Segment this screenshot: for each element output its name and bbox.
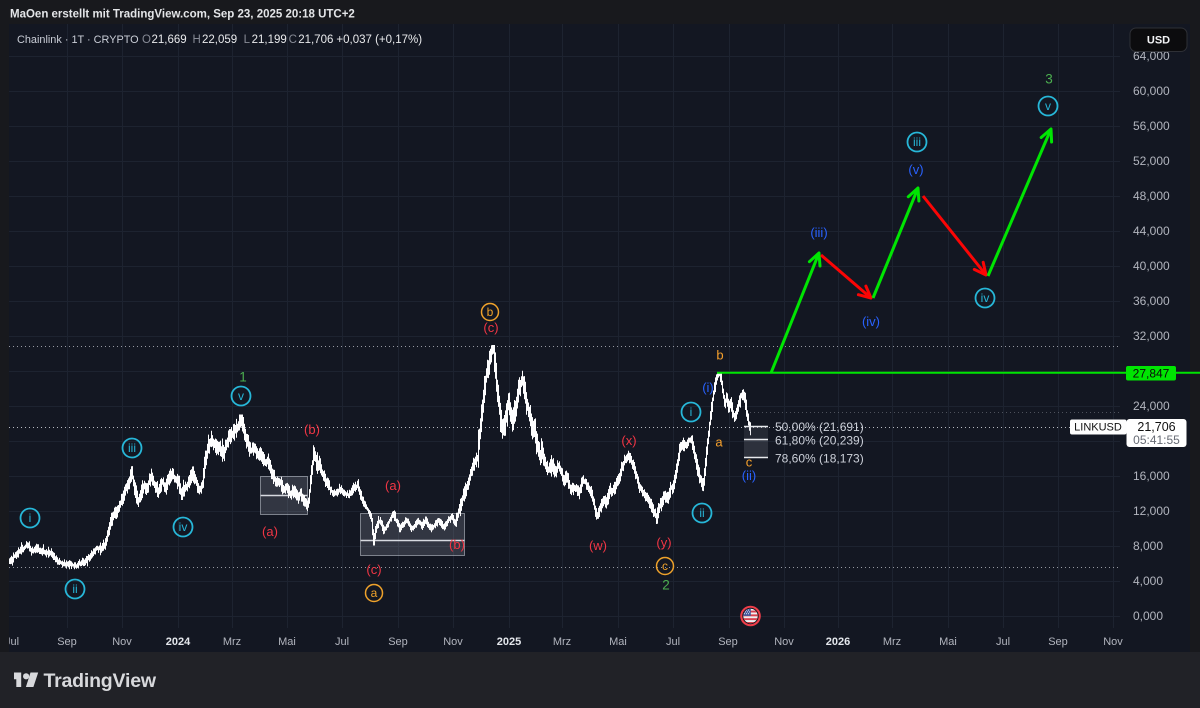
svg-text:56,000: 56,000	[1133, 119, 1170, 133]
svg-text:ii: ii	[72, 582, 77, 596]
svg-text:16,000: 16,000	[1133, 469, 1170, 483]
svg-text:(c): (c)	[366, 562, 381, 577]
svg-text:Nov: Nov	[1103, 636, 1123, 648]
svg-text:Mrz: Mrz	[223, 636, 241, 648]
svg-text:40,000: 40,000	[1133, 259, 1170, 273]
svg-text:78,60% (18,173): 78,60% (18,173)	[775, 452, 864, 466]
svg-text:ii: ii	[699, 506, 704, 520]
svg-text:2025: 2025	[497, 636, 521, 648]
svg-text:48,000: 48,000	[1133, 189, 1170, 203]
svg-text:(i): (i)	[702, 380, 714, 395]
svg-text:C: C	[289, 34, 297, 46]
svg-text:Mai: Mai	[609, 636, 627, 648]
svg-text:(y): (y)	[656, 535, 671, 550]
svg-text:8,000: 8,000	[1133, 539, 1163, 553]
svg-text:2: 2	[662, 578, 670, 593]
svg-text:27,847: 27,847	[1133, 367, 1170, 381]
svg-text:24,000: 24,000	[1133, 399, 1170, 413]
svg-text:(a): (a)	[385, 478, 401, 493]
svg-text:Sep: Sep	[1048, 636, 1068, 648]
svg-text:52,000: 52,000	[1133, 154, 1170, 168]
svg-text:2026: 2026	[826, 636, 850, 648]
svg-text:L: L	[244, 34, 251, 46]
svg-text:i: i	[29, 511, 32, 525]
svg-text:O: O	[142, 34, 151, 46]
svg-text:3: 3	[1045, 72, 1053, 87]
svg-text:0,000: 0,000	[1133, 609, 1163, 623]
svg-text:USD: USD	[1147, 35, 1170, 47]
svg-text:(iv): (iv)	[862, 314, 880, 329]
svg-text:50,00% (21,691): 50,00% (21,691)	[775, 420, 864, 434]
svg-text:a: a	[371, 586, 378, 600]
svg-text:iii: iii	[913, 135, 921, 149]
svg-text:21,669: 21,669	[152, 34, 187, 46]
svg-text:Jul: Jul	[5, 636, 19, 648]
svg-text:Sep: Sep	[718, 636, 738, 648]
svg-text:(c): (c)	[483, 320, 498, 335]
svg-text:iv: iv	[179, 520, 188, 534]
svg-text:60,000: 60,000	[1133, 84, 1170, 98]
svg-text:Mai: Mai	[939, 636, 957, 648]
svg-text:v: v	[1045, 99, 1051, 113]
svg-text:Nov: Nov	[443, 636, 463, 648]
svg-text:a: a	[715, 435, 723, 450]
svg-text:LINKUSD: LINKUSD	[1074, 422, 1122, 434]
svg-text:iv: iv	[981, 291, 990, 305]
svg-text:+0,037 (+0,17%): +0,037 (+0,17%)	[336, 34, 422, 46]
svg-text:b: b	[716, 348, 723, 363]
svg-text:Jul: Jul	[335, 636, 349, 648]
svg-text:32,000: 32,000	[1133, 329, 1170, 343]
svg-text:v: v	[238, 389, 244, 403]
svg-text:21,199: 21,199	[252, 34, 287, 46]
svg-text:Nov: Nov	[112, 636, 132, 648]
svg-text:Sep: Sep	[57, 636, 77, 648]
svg-text:iii: iii	[128, 441, 136, 455]
svg-text:1: 1	[239, 370, 247, 385]
svg-text:b: b	[487, 305, 494, 319]
svg-text:12,000: 12,000	[1133, 504, 1170, 518]
svg-text:(w): (w)	[589, 538, 607, 553]
svg-text:c: c	[662, 559, 668, 573]
svg-text:61,80% (20,239): 61,80% (20,239)	[775, 434, 864, 448]
svg-text:(a): (a)	[262, 524, 278, 539]
svg-text:Chainlink · 1T · CRYPTO: Chainlink · 1T · CRYPTO	[17, 34, 139, 46]
svg-text:Mai: Mai	[278, 636, 296, 648]
svg-text:(b): (b)	[304, 422, 320, 437]
svg-text:22,059: 22,059	[202, 34, 237, 46]
svg-text:Jul: Jul	[996, 636, 1010, 648]
svg-text:36,000: 36,000	[1133, 294, 1170, 308]
svg-text:(iii): (iii)	[810, 225, 827, 240]
svg-text:TradingView: TradingView	[44, 670, 157, 692]
svg-text:64,000: 64,000	[1133, 49, 1170, 63]
svg-text:Mrz: Mrz	[883, 636, 901, 648]
svg-text:MaOen erstellt mit TradingView: MaOen erstellt mit TradingView.com, Sep …	[10, 9, 355, 21]
svg-text:Sep: Sep	[388, 636, 408, 648]
svg-text:2024: 2024	[166, 636, 191, 648]
svg-text:(b): (b)	[449, 537, 465, 552]
svg-text:i: i	[690, 405, 693, 419]
svg-text:c: c	[746, 455, 753, 470]
svg-text:H: H	[193, 34, 201, 46]
svg-text:(v): (v)	[908, 162, 923, 177]
svg-text:(ii): (ii)	[742, 468, 756, 483]
svg-text:21,706: 21,706	[298, 34, 333, 46]
svg-text:(x): (x)	[621, 433, 636, 448]
svg-text:21,706: 21,706	[1137, 420, 1175, 434]
svg-text:05:41:55: 05:41:55	[1133, 433, 1180, 447]
svg-text:44,000: 44,000	[1133, 224, 1170, 238]
svg-text:Nov: Nov	[774, 636, 794, 648]
svg-text:Jul: Jul	[666, 636, 680, 648]
svg-text:Mrz: Mrz	[553, 636, 571, 648]
svg-text:4,000: 4,000	[1133, 574, 1163, 588]
